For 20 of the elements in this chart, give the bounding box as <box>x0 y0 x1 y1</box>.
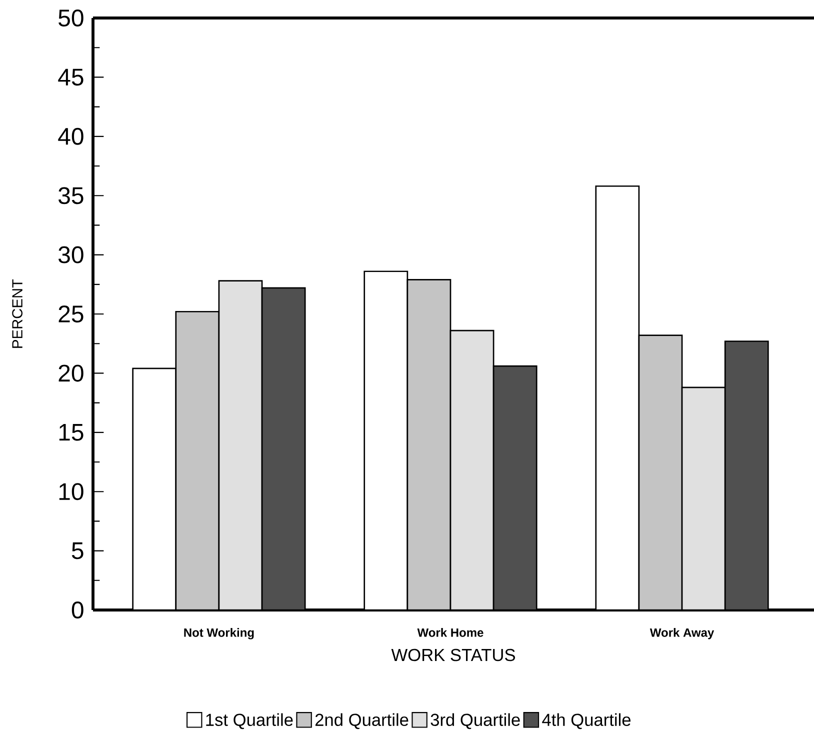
y-tick-label: 0 <box>72 601 84 618</box>
legend-label: 1st Quartile <box>206 713 293 730</box>
y-axis-title: PERCENT <box>12 279 22 348</box>
y-tick-label: 15 <box>59 424 84 441</box>
y-tick-label: 10 <box>59 483 84 500</box>
y-tick-label: 40 <box>58 128 84 145</box>
y-tick-label: 25 <box>58 305 84 322</box>
y-tick-label: 5 <box>72 542 84 560</box>
legend-label: 4th Quartile <box>542 713 631 730</box>
legend-label: 3rd Quartile <box>430 713 520 730</box>
y-tick-label: 45 <box>58 68 84 86</box>
x-axis-title: WORK STATUS <box>391 648 515 662</box>
y-tick-label: 35 <box>58 187 84 204</box>
x-tick-label: Work Away <box>650 628 714 640</box>
y-tick-label: 20 <box>58 364 84 382</box>
y-tick-label: 50 <box>58 10 84 26</box>
legend-label: 2nd Quartile <box>315 713 408 730</box>
y-tick-label: 30 <box>58 246 84 264</box>
x-tick-label: Not Working <box>184 628 254 640</box>
x-tick-label: Work Home <box>417 628 484 637</box>
